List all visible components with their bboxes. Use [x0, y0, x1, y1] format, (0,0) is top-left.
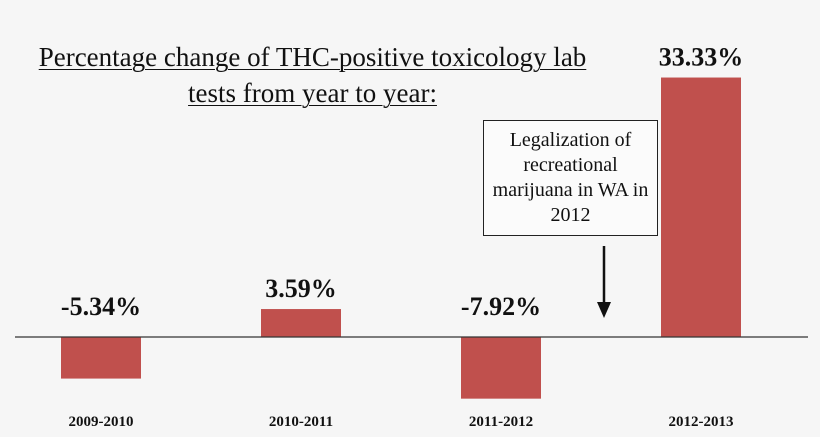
value-labels-group: -5.34% 3.59% -7.92% 33.33% — [61, 43, 743, 321]
bar-2009-2010 — [61, 337, 141, 379]
category-label-2009-2010: 2009-2010 — [69, 414, 134, 430]
value-label-2010-2011: 3.59% — [265, 274, 337, 303]
category-labels-group: 2009-2010 2010-2011 2011-2012 2012-2013 — [69, 414, 734, 430]
legalization-annotation-box: Legalization of recreational marijuana i… — [483, 120, 658, 236]
bar-2011-2012 — [461, 337, 541, 399]
annotation-arrow-head — [597, 302, 611, 318]
bar-2010-2011 — [261, 309, 341, 337]
bars-group — [61, 77, 741, 399]
chart-title-line-1: Percentage change of THC-positive toxico… — [38, 42, 587, 72]
bar-2012-2013 — [661, 77, 741, 338]
annotation-text: Legalization of recreational marijuana i… — [492, 129, 649, 226]
value-label-2009-2010: -5.34% — [61, 292, 141, 321]
category-label-2012-2013: 2012-2013 — [669, 414, 734, 430]
value-label-2011-2012: -7.92% — [461, 292, 541, 321]
chart-title-line-2: tests from year to year: — [188, 78, 437, 108]
category-label-2010-2011: 2010-2011 — [269, 414, 333, 430]
category-label-2011-2012: 2011-2012 — [469, 414, 533, 430]
value-label-2012-2013: 33.33% — [659, 43, 744, 72]
